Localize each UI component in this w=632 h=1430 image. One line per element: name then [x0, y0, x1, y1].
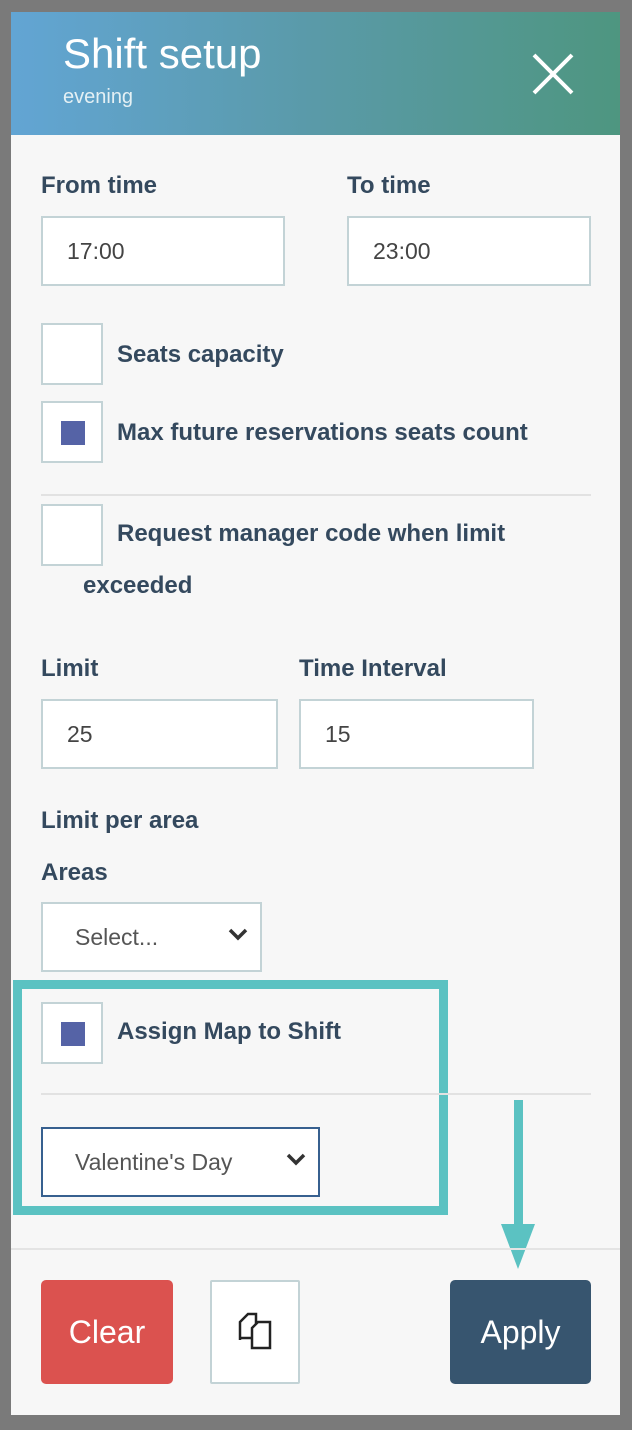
request-code-label: Request manager code when limit — [117, 520, 506, 547]
request-code-checkbox[interactable] — [41, 504, 103, 566]
seats-capacity-label: Seats capacity — [117, 341, 284, 368]
areas-select-value: Select... — [75, 923, 159, 950]
to-time-input[interactable]: 23:00 — [347, 216, 591, 286]
apply-button[interactable]: Apply — [450, 1280, 591, 1384]
seats-capacity-checkbox[interactable] — [41, 323, 103, 385]
page-subtitle: evening — [63, 86, 134, 108]
footer-divider — [11, 1248, 620, 1250]
max-future-checkbox[interactable] — [41, 401, 103, 463]
time-interval-input[interactable]: 15 — [299, 699, 534, 769]
assign-map-label: Assign Map to Shift — [117, 1018, 341, 1045]
areas-label: Areas — [41, 859, 108, 886]
clear-button[interactable]: Clear — [41, 1280, 173, 1384]
copy-button[interactable] — [210, 1280, 300, 1384]
time-interval-label: Time Interval — [299, 655, 447, 682]
copy-icon — [238, 1312, 272, 1350]
shift-setup-panel: Shift setup evening From time 17:00 To t… — [11, 12, 620, 1415]
limit-per-area-label: Limit per area — [41, 807, 199, 834]
map-select-value: Valentine's Day — [75, 1148, 233, 1175]
divider — [41, 1093, 591, 1095]
divider — [41, 494, 591, 496]
max-future-label: Max future reservations seats count — [117, 419, 528, 446]
panel-header: Shift setup evening — [11, 12, 620, 135]
areas-select[interactable]: Select... — [41, 902, 262, 972]
page-title: Shift setup — [63, 30, 262, 77]
chevron-down-icon — [228, 928, 248, 941]
limit-label: Limit — [41, 655, 99, 682]
map-select[interactable]: Valentine's Day — [41, 1127, 320, 1197]
close-icon[interactable] — [531, 52, 575, 96]
from-time-label: From time — [41, 172, 158, 199]
from-time-input[interactable]: 17:00 — [41, 216, 285, 286]
chevron-down-icon — [286, 1153, 306, 1166]
to-time-label: To time — [347, 172, 431, 199]
assign-map-checkbox[interactable] — [41, 1002, 103, 1064]
highlight-box — [13, 980, 448, 1215]
request-code-label-cont: exceeded — [83, 572, 193, 599]
arrow-down-icon — [501, 1100, 535, 1269]
limit-input[interactable]: 25 — [41, 699, 278, 769]
